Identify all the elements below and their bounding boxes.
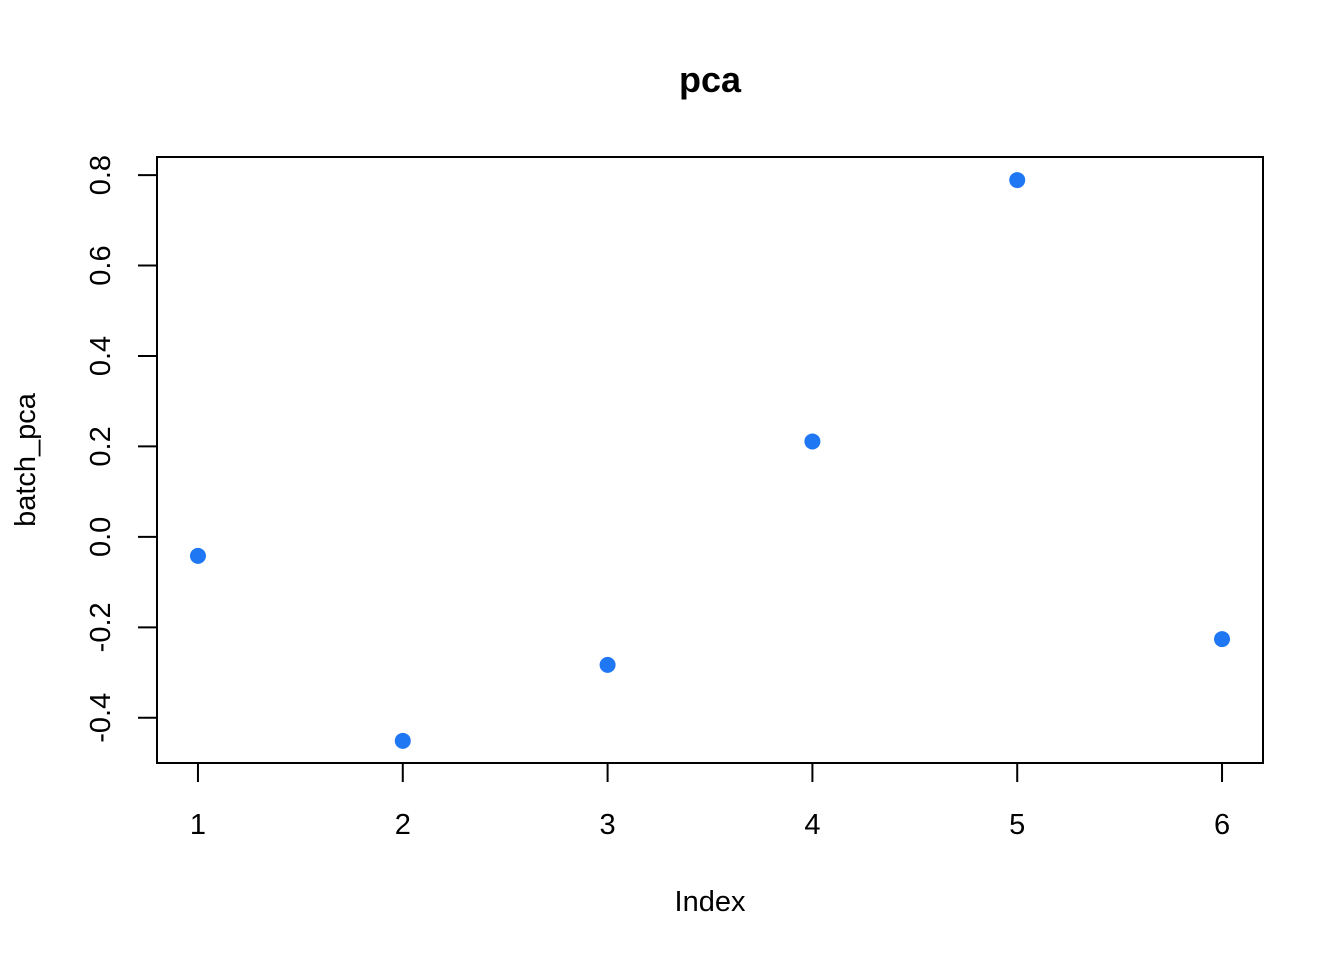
- x-axis-label: Index: [675, 886, 746, 918]
- x-tick-label-4: 5: [1009, 809, 1025, 841]
- y-tick-label-4: 0.4: [85, 336, 117, 376]
- data-point-2: [599, 656, 616, 673]
- y-tick-label-1: -0.2: [85, 602, 117, 652]
- x-tick-label-3: 4: [804, 809, 820, 841]
- chart-title: pca: [679, 59, 742, 100]
- y-axis-label: batch_pca: [10, 392, 42, 527]
- y-axis: -0.4 -0.2 0.0 0.2 0.4 0.6 0.8: [85, 155, 157, 743]
- y-tick-label-2: 0.0: [85, 517, 117, 557]
- y-tick-label-6: 0.8: [85, 155, 117, 195]
- data-point-5: [1214, 631, 1231, 648]
- data-point-4: [1009, 172, 1026, 189]
- x-tick-label-1: 2: [395, 809, 411, 841]
- y-tick-label-5: 0.6: [85, 245, 117, 285]
- data-point-1: [394, 732, 411, 749]
- x-tick-label-0: 1: [190, 809, 206, 841]
- y-tick-label-0: -0.4: [85, 693, 117, 743]
- x-axis: 1 2 3 4 5 6: [190, 763, 1230, 841]
- data-points: [189, 172, 1231, 749]
- plot-frame: [156, 156, 1264, 764]
- data-point-3: [804, 433, 821, 450]
- y-tick-label-3: 0.2: [85, 426, 117, 466]
- x-tick-label-2: 3: [600, 809, 616, 841]
- x-tick-label-5: 6: [1214, 809, 1230, 841]
- data-point-0: [189, 547, 206, 564]
